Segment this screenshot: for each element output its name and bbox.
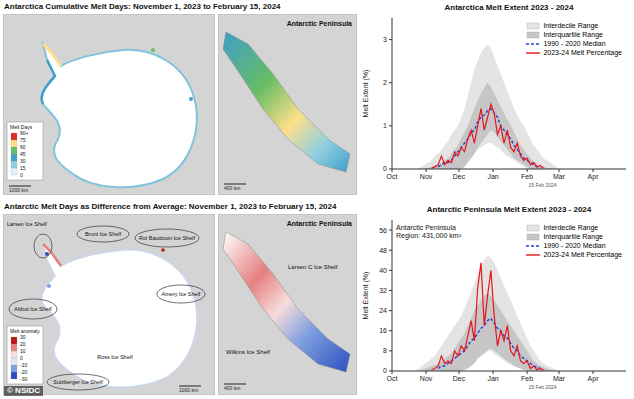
svg-text:Sulzberger Ice Shelf: Sulzberger Ice Shelf (53, 379, 103, 385)
svg-text:Feb: Feb (521, 173, 533, 180)
svg-text:Dec: Dec (453, 375, 466, 382)
html-text:Antarctica Melt Extent 2023 -: Antarctica Melt Extent 2023 - 2024 (444, 3, 574, 12)
svg-text:Larsen C Ice Shelf: Larsen C Ice Shelf (288, 264, 338, 270)
svg-text:1000 km: 1000 km (9, 187, 28, 193)
svg-text:30: 30 (20, 158, 26, 164)
html-text:Antarctica Cumulative Melt Day: Antarctica Cumulative Melt Days: Novembe… (4, 2, 281, 11)
svg-text:10: 10 (20, 348, 26, 354)
svg-text:0: 0 (20, 355, 23, 361)
svg-text:Melt Extent (%): Melt Extent (%) (362, 272, 370, 320)
svg-text:75: 75 (20, 137, 26, 143)
html-text:Interquartile Range: Interquartile Range (543, 31, 603, 38)
svg-text:Abbot Ice Shelf: Abbot Ice Shelf (14, 306, 52, 312)
svg-text:Oct: Oct (387, 375, 398, 382)
svg-text:Apr: Apr (588, 173, 600, 181)
svg-text:400 km: 400 km (224, 185, 240, 191)
html-text:Antarctic Peninsula Region: 43: Antarctic Peninsula Region: 431,000 km² (396, 224, 461, 239)
svg-text:Mar: Mar (553, 375, 566, 382)
svg-text:45: 45 (20, 151, 26, 157)
svg-text:Brunt Ice Shelf: Brunt Ice Shelf (85, 231, 122, 237)
svg-text:Dec: Dec (453, 173, 466, 180)
svg-text:400 km: 400 km (224, 385, 240, 391)
svg-text:Apr: Apr (588, 375, 600, 383)
svg-text:20: 20 (20, 341, 26, 347)
svg-text:-10: -10 (20, 362, 27, 368)
html-text:Interdecile Range: Interdecile Range (543, 224, 599, 231)
svg-text:1000 km: 1000 km (179, 387, 198, 393)
svg-text:40: 40 (379, 267, 387, 274)
svg-text:0: 0 (383, 165, 387, 172)
svg-text:0: 0 (383, 367, 387, 374)
html-text:© NSIDC: © NSIDC (7, 386, 40, 395)
svg-text:15 Feb 2024: 15 Feb 2024 (528, 384, 556, 390)
html-text:1990 - 2020 Median: 1990 - 2020 Median (543, 40, 606, 47)
svg-text:Amery Ice Shelf: Amery Ice Shelf (162, 291, 201, 297)
svg-text:Ross Ice Shelf: Ross Ice Shelf (97, 354, 133, 360)
html-text:Antarctic Melt Days as Differe: Antarctic Melt Days as Difference from A… (4, 202, 337, 211)
svg-text:60: 60 (20, 144, 26, 150)
html-text:Interquartile Range: Interquartile Range (543, 233, 603, 240)
svg-text:Melt anomaly: Melt anomaly (10, 328, 40, 334)
svg-text:8: 8 (383, 347, 387, 354)
svg-text:Nov: Nov (420, 173, 433, 180)
svg-text:-30: -30 (20, 376, 27, 382)
svg-text:Roi Baudouin Ice Shelf: Roi Baudouin Ice Shelf (139, 235, 195, 241)
html-text:Interdecile Range: Interdecile Range (543, 22, 599, 29)
svg-text:3: 3 (383, 36, 387, 43)
svg-text:2: 2 (383, 79, 387, 86)
svg-text:Wilkins Ice Shelf: Wilkins Ice Shelf (226, 349, 270, 355)
svg-text:0: 0 (20, 172, 23, 178)
svg-text:30: 30 (20, 334, 26, 340)
svg-text:Larsen Ice Shelf: Larsen Ice Shelf (8, 221, 47, 227)
svg-text:16: 16 (379, 327, 387, 334)
svg-text:1: 1 (383, 122, 387, 129)
html-text:Antarctic Peninsula Melt Exten: Antarctic Peninsula Melt Extent 2023 - 2… (426, 205, 592, 214)
svg-text:Nov: Nov (420, 375, 433, 382)
svg-text:Jan: Jan (487, 375, 498, 382)
svg-text:32: 32 (379, 287, 387, 294)
html-text:2023-24 Melt Percentage: 2023-24 Melt Percentage (543, 49, 622, 56)
svg-text:15 Feb 2024: 15 Feb 2024 (528, 182, 556, 188)
svg-text:24: 24 (379, 307, 387, 314)
svg-text:Antarctic Peninsula: Antarctic Peninsula (287, 20, 352, 27)
svg-text:Feb: Feb (521, 375, 533, 382)
svg-text:Jan: Jan (487, 173, 498, 180)
svg-text:Oct: Oct (387, 173, 398, 180)
svg-text:Mar: Mar (553, 173, 566, 180)
svg-text:Melt Extent (%): Melt Extent (%) (362, 70, 370, 118)
svg-text:Antarctic Peninsula: Antarctic Peninsula (287, 220, 352, 227)
html-text:2023-24 Melt Percentage: 2023-24 Melt Percentage (543, 251, 622, 258)
html-text:1990 - 2020 Median: 1990 - 2020 Median (543, 242, 606, 249)
svg-text:-20: -20 (20, 369, 27, 375)
svg-text:56: 56 (379, 227, 387, 234)
svg-text:Melt Days: Melt Days (10, 124, 33, 130)
svg-text:90+: 90+ (20, 130, 29, 136)
svg-text:15: 15 (20, 165, 26, 171)
svg-text:48: 48 (379, 247, 387, 254)
